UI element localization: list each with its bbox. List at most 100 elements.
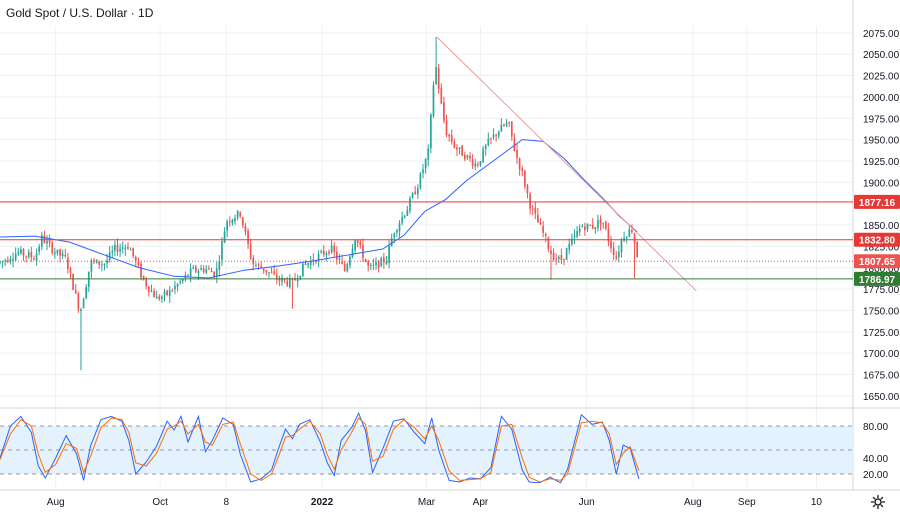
candle-body[interactable] xyxy=(14,253,17,261)
candle-body[interactable] xyxy=(108,252,111,261)
candle-body[interactable] xyxy=(288,278,291,288)
candle-body[interactable] xyxy=(218,260,221,270)
candle-body[interactable] xyxy=(260,266,262,269)
candle-body[interactable] xyxy=(497,131,500,137)
candle-body[interactable] xyxy=(273,271,276,274)
candle-body[interactable] xyxy=(385,261,388,265)
candle-body[interactable] xyxy=(505,122,508,126)
candle-body[interactable] xyxy=(244,225,247,232)
candle-body[interactable] xyxy=(419,173,422,189)
candle-body[interactable] xyxy=(181,279,184,282)
candle-body[interactable] xyxy=(578,228,581,233)
candle-body[interactable] xyxy=(72,273,74,290)
candle-body[interactable] xyxy=(281,278,283,282)
candle-body[interactable] xyxy=(474,163,477,167)
candle-body[interactable] xyxy=(568,243,571,250)
candle-body[interactable] xyxy=(51,242,54,253)
candle-body[interactable] xyxy=(565,248,568,260)
trendline[interactable] xyxy=(436,36,697,292)
candle-body[interactable] xyxy=(202,268,205,272)
candle-body[interactable] xyxy=(38,246,41,252)
candle-body[interactable] xyxy=(231,219,234,224)
candle-body[interactable] xyxy=(354,239,356,251)
candle-body[interactable] xyxy=(586,223,589,229)
candle-body[interactable] xyxy=(521,168,524,172)
candle-body[interactable] xyxy=(341,261,343,264)
candle-body[interactable] xyxy=(416,188,419,195)
candle-body[interactable] xyxy=(362,244,364,259)
candle-body[interactable] xyxy=(22,249,25,256)
candle-body[interactable] xyxy=(343,263,346,271)
candle-body[interactable] xyxy=(338,258,341,260)
candle-body[interactable] xyxy=(628,229,631,237)
candle-body[interactable] xyxy=(194,266,197,272)
candle-body[interactable] xyxy=(430,114,432,149)
candle-body[interactable] xyxy=(560,255,563,261)
candle-body[interactable] xyxy=(591,224,594,229)
candle-body[interactable] xyxy=(618,251,620,258)
candle-body[interactable] xyxy=(518,158,521,170)
candle-body[interactable] xyxy=(268,272,270,274)
candle-body[interactable] xyxy=(422,169,424,174)
candle-body[interactable] xyxy=(192,267,195,269)
candle-body[interactable] xyxy=(445,120,448,136)
candle-body[interactable] xyxy=(61,253,64,256)
candle-body[interactable] xyxy=(367,261,370,267)
candle-body[interactable] xyxy=(100,264,103,266)
candle-body[interactable] xyxy=(74,289,77,294)
candle-body[interactable] xyxy=(25,256,27,258)
candle-body[interactable] xyxy=(620,240,623,253)
candle-body[interactable] xyxy=(510,121,513,137)
candle-body[interactable] xyxy=(390,238,393,247)
candle-body[interactable] xyxy=(484,145,487,149)
candle-body[interactable] xyxy=(610,240,612,249)
candle-body[interactable] xyxy=(30,252,33,258)
candle-body[interactable] xyxy=(576,231,578,237)
candle-body[interactable] xyxy=(330,245,333,253)
candle-body[interactable] xyxy=(121,247,124,249)
candle-body[interactable] xyxy=(116,244,119,252)
candle-body[interactable] xyxy=(35,253,38,262)
candle-body[interactable] xyxy=(142,276,145,280)
candle-body[interactable] xyxy=(383,257,385,263)
candle-body[interactable] xyxy=(9,259,12,262)
candle-body[interactable] xyxy=(443,102,445,121)
candle-body[interactable] xyxy=(302,263,304,277)
candle-body[interactable] xyxy=(226,221,229,231)
candle-body[interactable] xyxy=(208,268,210,270)
candle-body[interactable] xyxy=(482,148,484,162)
candle-body[interactable] xyxy=(187,274,189,276)
candle-body[interactable] xyxy=(398,223,401,232)
candle-body[interactable] xyxy=(414,191,417,195)
candle-body[interactable] xyxy=(239,212,242,217)
candle-body[interactable] xyxy=(396,230,398,233)
candle-body[interactable] xyxy=(64,255,67,257)
candle-body[interactable] xyxy=(69,268,72,273)
candle-body[interactable] xyxy=(487,138,490,146)
candle-body[interactable] xyxy=(594,226,597,230)
candle-body[interactable] xyxy=(377,260,380,269)
candle-body[interactable] xyxy=(286,280,289,286)
candle-body[interactable] xyxy=(500,124,503,132)
candle-body[interactable] xyxy=(296,279,299,282)
candle-body[interactable] xyxy=(631,230,633,233)
candle-body[interactable] xyxy=(241,217,244,226)
candle-body[interactable] xyxy=(477,164,479,166)
candle-body[interactable] xyxy=(137,261,140,265)
candle-body[interactable] xyxy=(602,222,605,224)
candle-body[interactable] xyxy=(140,263,142,278)
candle-body[interactable] xyxy=(607,228,610,242)
candle-body[interactable] xyxy=(388,246,390,263)
candle-body[interactable] xyxy=(249,244,252,259)
candle-body[interactable] xyxy=(584,226,586,231)
candle-body[interactable] xyxy=(307,263,309,265)
candle-body[interactable] xyxy=(168,289,171,297)
candle-body[interactable] xyxy=(223,231,226,243)
candle-body[interactable] xyxy=(40,234,43,247)
candle-body[interactable] xyxy=(623,237,625,241)
candle-body[interactable] xyxy=(636,241,638,257)
candle-body[interactable] xyxy=(85,286,88,299)
candle-body[interactable] xyxy=(215,268,218,278)
candle-body[interactable] xyxy=(53,252,56,254)
candle-body[interactable] xyxy=(492,134,495,138)
